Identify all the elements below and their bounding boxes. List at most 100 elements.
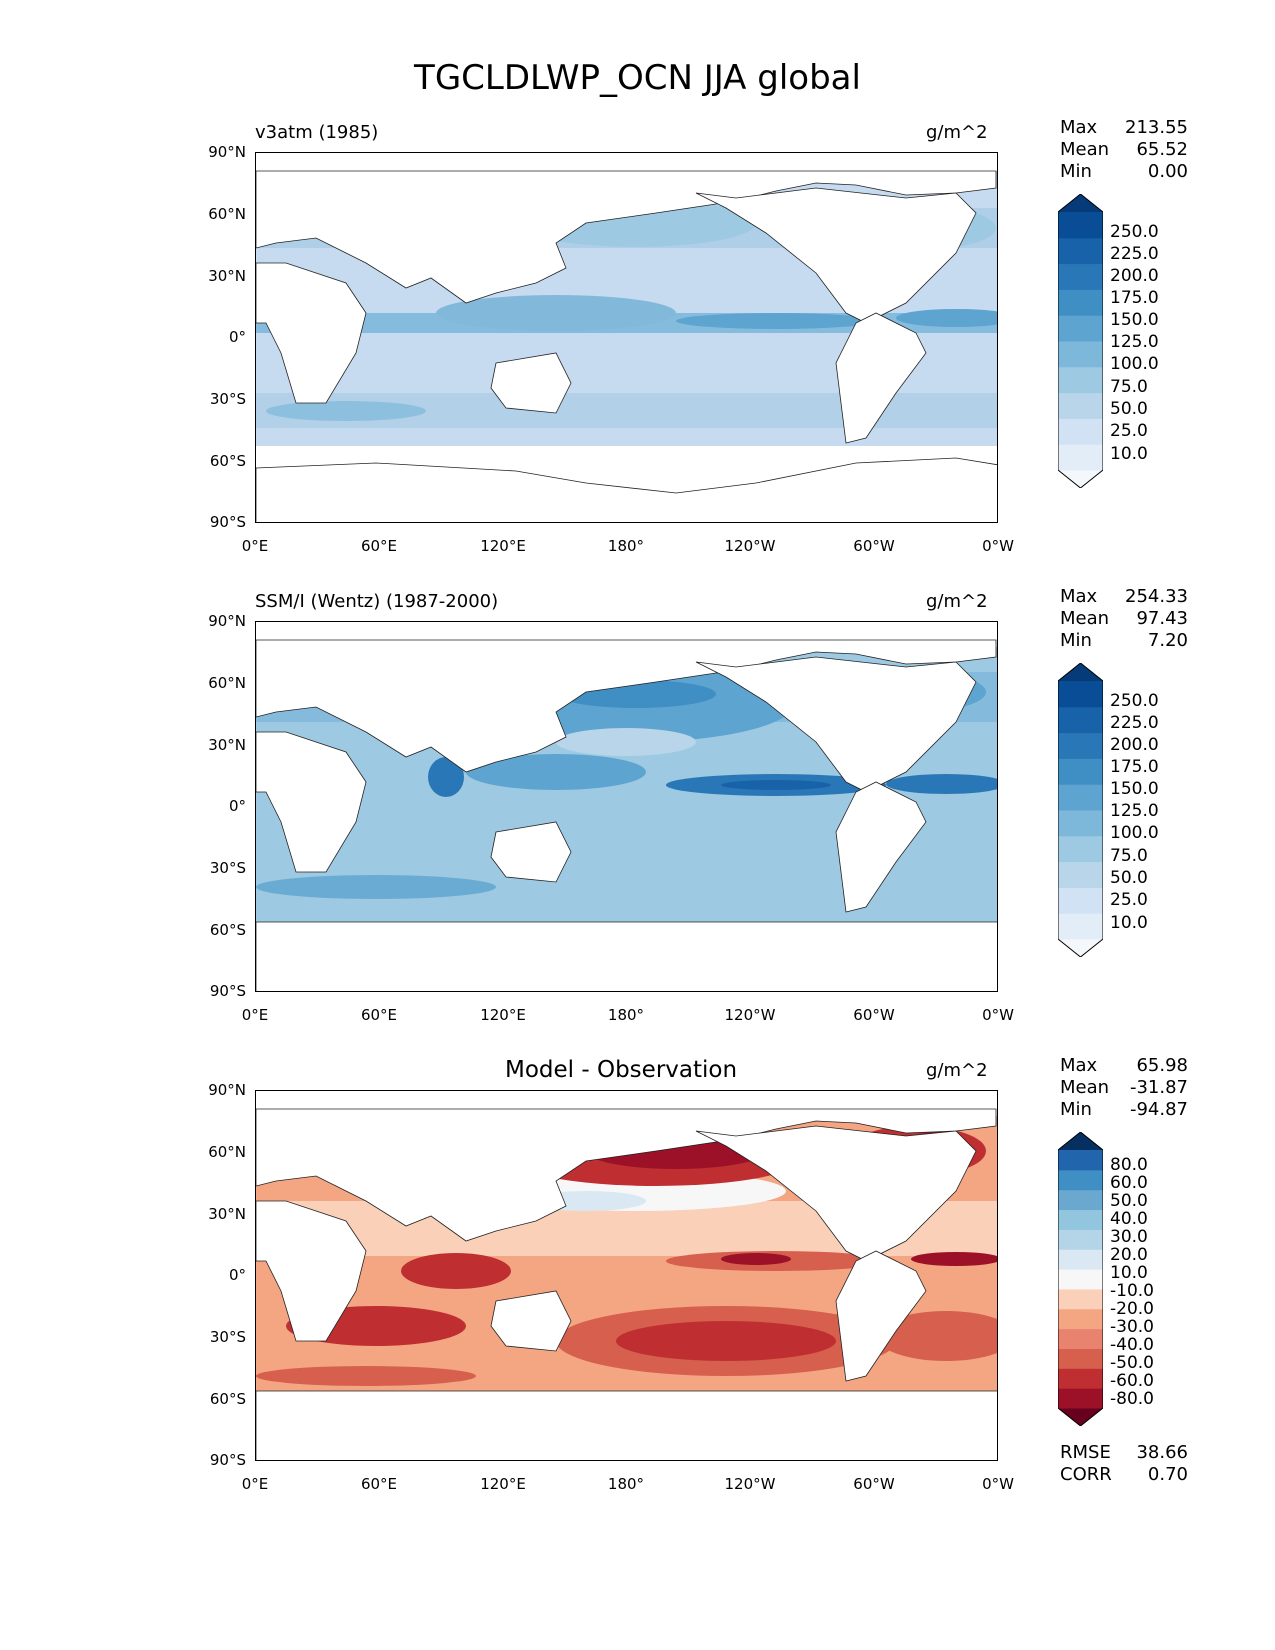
panel-3-colorbar-label: 60.0 [1110,1173,1148,1193]
panel-3-colorbar-label: -20.0 [1110,1299,1154,1319]
panel-1-lon-tick: 120°E [480,537,526,555]
panel-2-colorbar-label: 200.0 [1110,735,1159,755]
panel-1-lon-tick: 60°E [360,537,398,555]
panel-3-units: g/m^2 [926,1060,988,1081]
panel-3-colorbar-label: -30.0 [1110,1317,1154,1337]
colorbar-band [1058,341,1103,368]
panel-3-lat-tick: 30°N [208,1205,246,1223]
panel-3-colorbar-label: 80.0 [1110,1155,1148,1175]
colorbar-band [1058,706,1103,734]
colorbar-band [1058,1288,1103,1310]
colorbar-band [1058,784,1103,811]
panel-2-colorbar-label: 150.0 [1110,779,1159,799]
panel-3-lat-tick: 60°S [209,1390,246,1408]
colorbar-band [1058,732,1103,759]
panel-3-lat-tick: 90°N [208,1081,246,1099]
panel-3-lon-tick: 0°E [241,1475,269,1493]
panel-2-lat-tick: 90°S [209,982,246,1000]
colorbar-extend-low [1058,1408,1103,1426]
colorbar-band [1058,1308,1103,1330]
panel-2-lon-tick: 60°E [360,1006,398,1024]
colorbar-band [1058,1388,1103,1409]
panel-3-lat-tick: 30°S [209,1328,246,1346]
colorbar-extend-high [1058,663,1103,681]
colorbar-extend-high [1058,1132,1103,1150]
panel-3-lat-tick: 90°S [209,1451,246,1469]
colorbar-band [1058,913,1103,940]
colorbar-band [1058,758,1103,785]
panel-1-lat-tick: 0° [228,328,246,346]
colorbar-band [1058,263,1103,290]
panel-1-colorbar-label: 200.0 [1110,266,1159,286]
panel-1-colorbar-label: 10.0 [1110,444,1148,464]
panel-1-lat-tick: 60°N [208,205,246,223]
colorbar-band [1058,1269,1103,1290]
panel-2-colorbar-label: 50.0 [1110,868,1148,888]
panel-1-colorbar-label: 225.0 [1110,244,1159,264]
colorbar-band [1058,1209,1103,1230]
panel-2-units: g/m^2 [926,591,988,612]
panel-1-lon-tick: 60°W [853,537,895,555]
panel-2-colorbar-label: 10.0 [1110,913,1148,933]
panel-3-colorbar-label: -40.0 [1110,1335,1154,1355]
panel-3-lat-tick: 60°N [208,1143,246,1161]
colorbar-extend-low [1058,939,1103,957]
panel-1-colorbar-label: 175.0 [1110,288,1159,308]
colorbar-band [1058,392,1103,419]
colorbar-band [1058,810,1103,837]
panel-2-lat-tick: 60°S [209,921,246,939]
panel-2-colorbar-label: 75.0 [1110,846,1148,866]
panel-2-colorbar-label: 100.0 [1110,823,1159,843]
colorbar-band [1058,1368,1103,1389]
panel-1-colorbar-label: 50.0 [1110,399,1148,419]
panel-1-lon-tick: 0°E [241,537,269,555]
panel-2-map [255,621,998,992]
colorbar-band [1058,418,1103,445]
panel-2-lat-tick: 30°N [208,736,246,754]
panel-3-lon-tick: 60°E [360,1475,398,1493]
panel-3-colorbar-label: 40.0 [1110,1209,1148,1229]
colorbar-band [1058,1189,1103,1211]
panel-1-colorbar-label: 75.0 [1110,377,1148,397]
panel-3-colorbar-label: -60.0 [1110,1371,1154,1391]
panel-2-lat-tick: 60°N [208,674,246,692]
panel-2-lon-tick: 120°E [480,1006,526,1024]
colorbar-band [1058,1229,1103,1250]
panel-2-colorbar-label: 250.0 [1110,691,1159,711]
panel-2-colorbar-label: 125.0 [1110,801,1159,821]
colorbar-band [1058,1150,1103,1171]
panel-3-lon-tick: 0°W [982,1475,1014,1493]
panel-3-colorbar-label: 10.0 [1110,1263,1148,1283]
panel-1-lon-tick: 120°W [724,537,776,555]
panel-1-map [255,152,998,523]
colorbar-band [1058,315,1103,342]
panel-3-lon-tick: 120°E [480,1475,526,1493]
panel-2-lon-tick: 0°E [241,1006,269,1024]
panel-1-colorbar-label: 150.0 [1110,310,1159,330]
panel-2-colorbar-label: 175.0 [1110,757,1159,777]
panel-2-lon-tick: 0°W [982,1006,1014,1024]
panel-3-lat-tick: 0° [228,1266,246,1284]
panel-2-lat-tick: 30°S [209,859,246,877]
panel-2-lon-tick: 180° [607,1006,645,1024]
panel-1-lon-tick: 180° [607,537,645,555]
panel-2-lat-tick: 90°N [208,612,246,630]
panel-1-lat-tick: 30°N [208,267,246,285]
panel-1-colorbar-label: 250.0 [1110,222,1159,242]
panel-1-lat-tick: 90°N [208,143,246,161]
panel-3-lon-tick: 120°W [724,1475,776,1493]
panel-2-lat-tick: 0° [228,797,246,815]
colorbar-band [1058,237,1103,265]
colorbar-extend-high [1058,194,1103,212]
colorbar-band [1058,681,1103,708]
panel-3-title: Model - Observation [505,1057,738,1083]
panel-3-colorbar-label: -10.0 [1110,1281,1154,1301]
colorbar-band [1058,1169,1103,1191]
panel-3-colorbar [1057,1131,1104,1427]
panel-2-lon-tick: 120°W [724,1006,776,1024]
figure-title: TGCLDLWP_OCN JJA global [414,58,861,98]
colorbar-band [1058,289,1103,316]
colorbar-band [1058,1249,1103,1270]
panel-2-lon-tick: 60°W [853,1006,895,1024]
colorbar-band [1058,1328,1103,1349]
